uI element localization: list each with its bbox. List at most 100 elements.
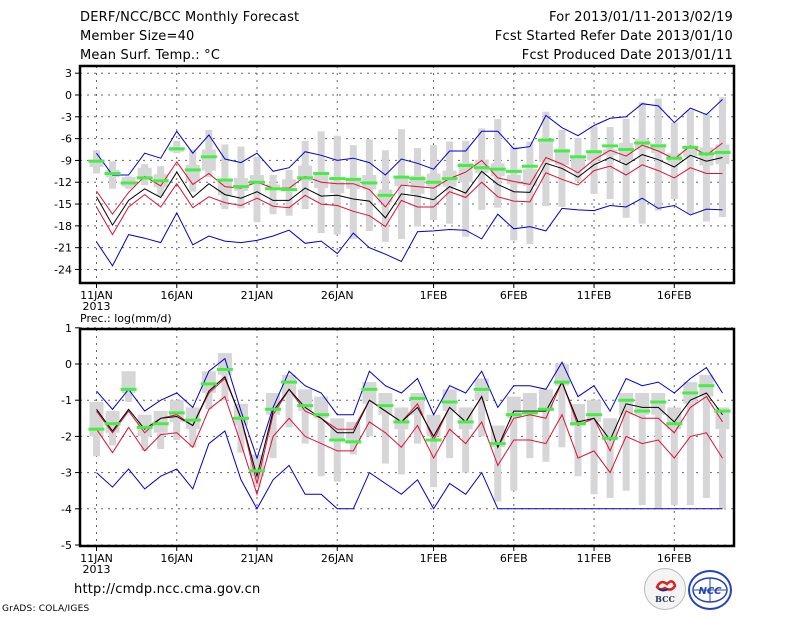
ensemble-marker (650, 400, 667, 404)
box (394, 175, 409, 186)
ensemble-marker (409, 396, 426, 400)
ensemble-marker (152, 422, 169, 426)
series-line-upper-quartile (96, 142, 723, 216)
ensemble-marker (553, 380, 570, 384)
ensemble-marker (104, 172, 121, 176)
ensemble-marker (216, 367, 233, 371)
whisker-bar (622, 414, 630, 491)
box (89, 159, 104, 167)
series-line-median (96, 154, 723, 227)
x-tick-label: 1FEB (420, 552, 448, 565)
whisker-bar (285, 169, 293, 216)
whisker-bar (333, 440, 341, 482)
whisker-bar (365, 403, 373, 437)
whisker-bar (622, 118, 630, 218)
box (314, 396, 329, 419)
whisker-bar (189, 429, 197, 448)
whisker-bar (446, 411, 454, 459)
ensemble-marker (521, 164, 538, 168)
ensemble-marker (586, 413, 603, 417)
box (571, 403, 585, 426)
x-tick-label: 16JAN (160, 552, 193, 565)
bcc-logo: BCC (644, 568, 686, 610)
ensemble-marker (521, 411, 538, 415)
box (651, 392, 666, 415)
whisker-bar (173, 140, 181, 154)
ensemble-marker (345, 440, 362, 444)
x-tick-year: 2013 (83, 563, 111, 576)
whisker-bar (349, 145, 357, 239)
whisker-bar (638, 414, 646, 506)
box (201, 149, 216, 171)
whisker-bar (301, 411, 309, 444)
series-line-lower-quartile (96, 395, 723, 497)
x-tick-label: 1FEB (420, 289, 448, 302)
ensemble-marker (537, 138, 554, 142)
ensemble-marker (505, 169, 522, 173)
whisker-bar (109, 432, 117, 446)
whisker-bar (558, 385, 566, 448)
ensemble-marker (200, 155, 217, 159)
temp-panel-title: Mean Surf. Temp.: °C (80, 48, 221, 63)
source-url[interactable]: http://cmdp.ncc.cma.gov.cn (74, 582, 261, 597)
whisker-bar (606, 440, 614, 498)
whisker-bar (654, 98, 662, 211)
ensemble-marker (393, 175, 410, 179)
y-tick-label: 3 (65, 67, 72, 80)
y-tick-label: -1 (61, 394, 72, 407)
box (394, 407, 409, 430)
x-tick-label: 16JAN (160, 289, 193, 302)
series-line-min (96, 197, 723, 267)
y-tick-label: -18 (54, 220, 72, 233)
whisker-bar (237, 146, 245, 209)
ensemble-marker (313, 413, 330, 417)
ensemble-marker (714, 409, 731, 413)
box (587, 151, 602, 161)
whisker-bar (686, 110, 694, 215)
ensemble-marker (425, 180, 442, 184)
ensemble-marker (377, 404, 394, 408)
whisker-bar (381, 414, 389, 464)
box (137, 414, 152, 437)
x-tick-label: 11JAN (80, 289, 113, 302)
x-tick-label: 11JAN (80, 552, 113, 565)
ensemble-marker (232, 185, 249, 189)
ensemble-marker (184, 418, 201, 422)
y-tick-label: -12 (54, 176, 72, 189)
box (683, 148, 698, 157)
ncc-logo-label: NCC (698, 586, 722, 597)
ensemble-marker (473, 166, 490, 170)
ensemble-marker (152, 179, 169, 183)
ensemble-marker (602, 436, 619, 440)
forecast-period: For 2013/01/11-2013/02/19 (549, 10, 733, 25)
box (571, 156, 585, 170)
ncc-logo: NCC (688, 570, 732, 610)
whisker-bar (221, 374, 229, 401)
ensemble-marker (184, 168, 201, 172)
ensemble-marker (377, 193, 394, 197)
x-tick-label: 26JAN (321, 552, 354, 565)
whisker-bar (478, 400, 486, 437)
ensemble-marker (570, 422, 586, 426)
ensemble-marker (666, 422, 683, 426)
box (458, 407, 473, 430)
y-tick-label: -9 (61, 154, 72, 167)
ensemble-marker (249, 180, 265, 184)
ensemble-marker (618, 148, 635, 152)
ensemble-marker (345, 177, 362, 181)
x-tick-year: 2013 (83, 300, 111, 313)
ensemble-marker (232, 416, 249, 420)
y-tick-label: 0 (65, 89, 72, 102)
box (522, 169, 537, 186)
bcc-logo-icon: BCC (655, 580, 677, 604)
ensemble-marker (602, 144, 619, 148)
y-tick-label: -4 (61, 503, 72, 516)
x-tick-label: 21JAN (241, 552, 274, 565)
chart-title: DERF/NCC/BCC Monthly Forecast (80, 10, 300, 25)
whisker-bar (526, 414, 534, 459)
whisker-bar (414, 414, 421, 444)
box (442, 389, 457, 412)
forecast-produced-date: Fcst Produced Date 2013/01/11 (521, 48, 733, 63)
ensemble-marker (441, 400, 458, 404)
box (554, 148, 569, 165)
